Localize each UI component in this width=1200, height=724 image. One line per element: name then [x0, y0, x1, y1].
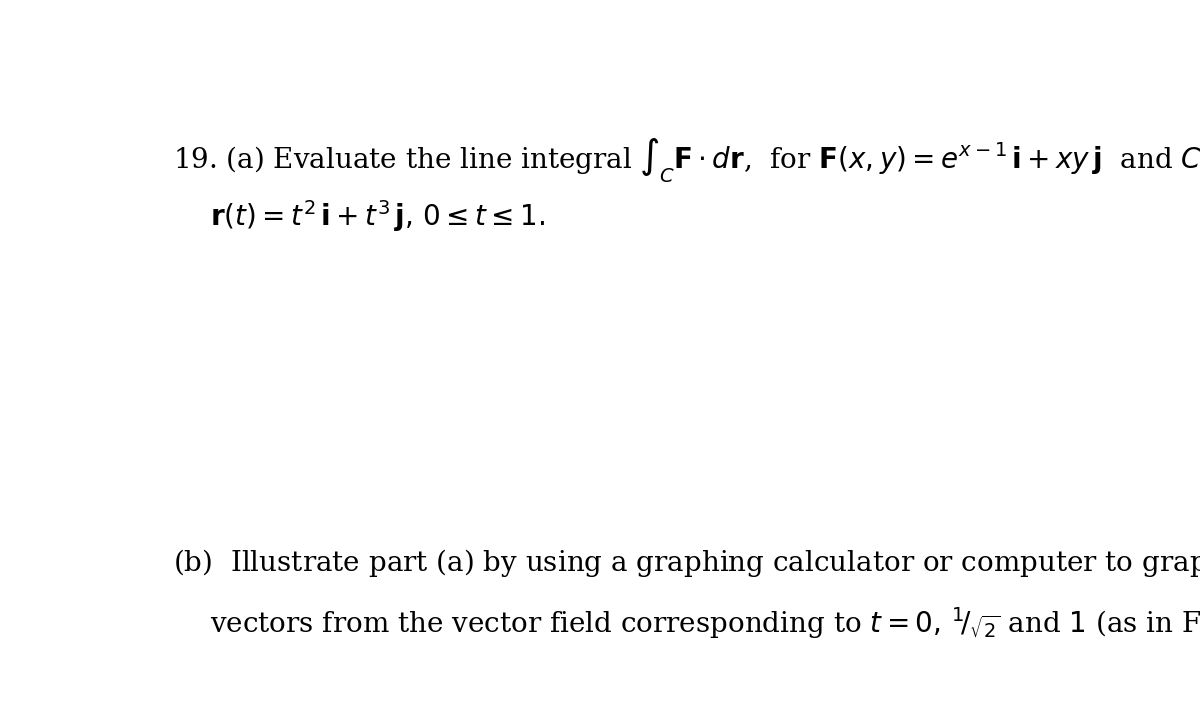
Text: $\mathbf{r}(t) = t^2\, \mathbf{i} +  t^3\, \mathbf{j},\, 0 \leq t \leq 1.$: $\mathbf{r}(t) = t^2\, \mathbf{i} + t^3\… [210, 198, 546, 235]
Text: vectors from the vector field corresponding to $t = 0, \,{}^1\!/_{\sqrt{2}}$ and: vectors from the vector field correspond… [210, 605, 1200, 641]
Text: (b)  Illustrate part (a) by using a graphing calculator or computer to graph $C$: (b) Illustrate part (a) by using a graph… [173, 547, 1200, 578]
Text: 19. (a) Evaluate the line integral $\int_C \mathbf{F} \cdot d\mathbf{r}$,  for $: 19. (a) Evaluate the line integral $\int… [173, 137, 1200, 185]
